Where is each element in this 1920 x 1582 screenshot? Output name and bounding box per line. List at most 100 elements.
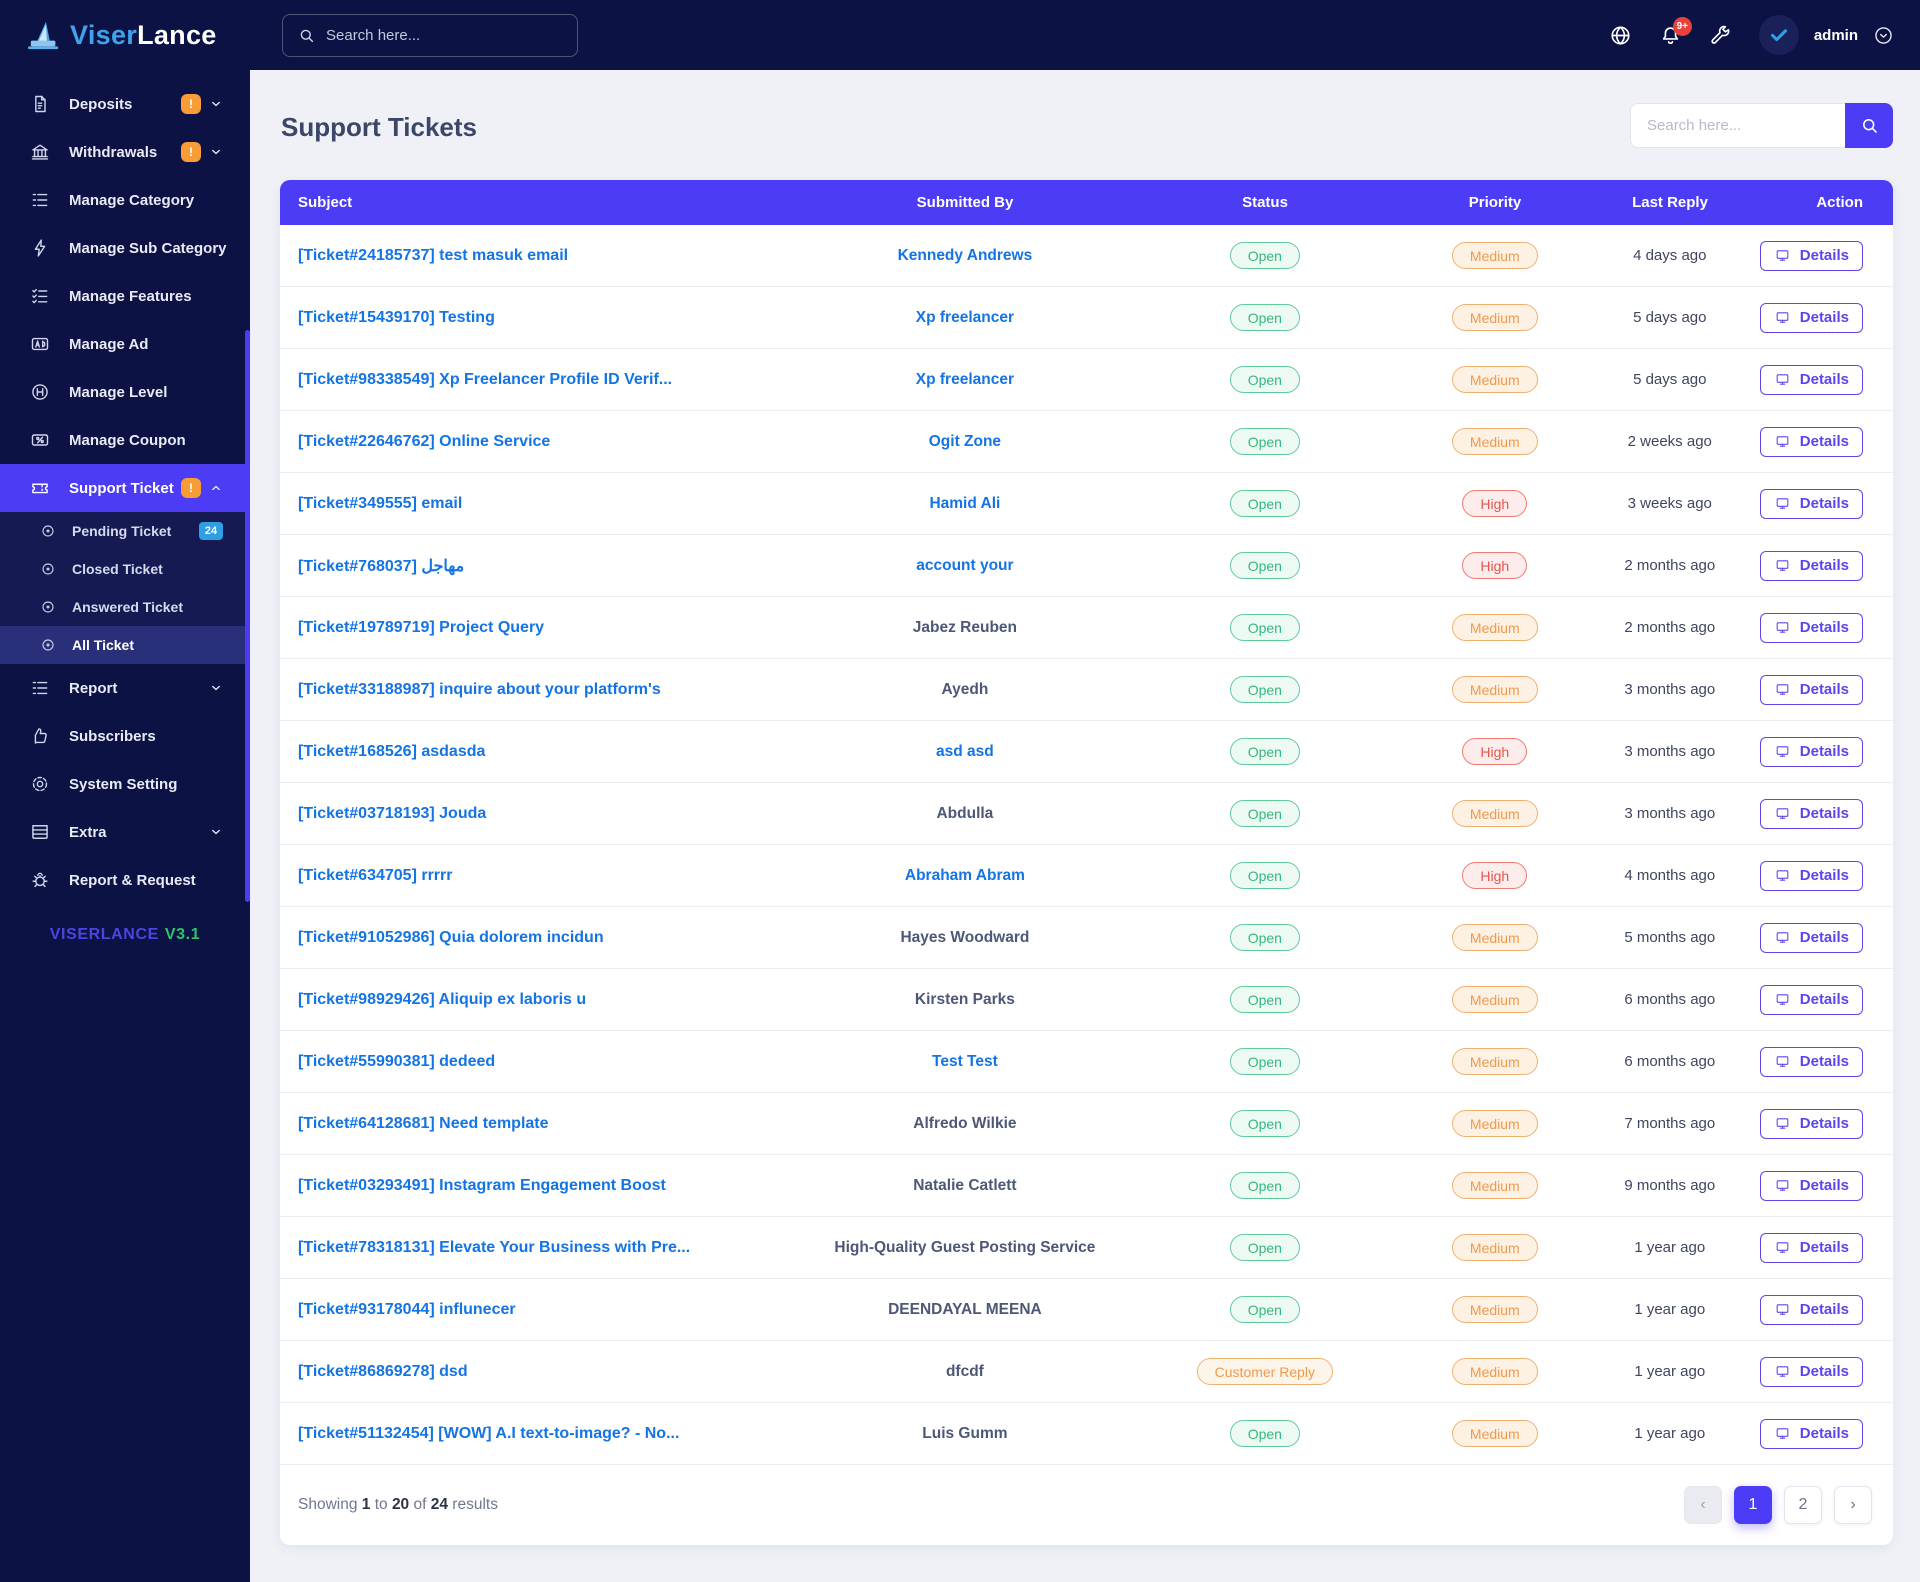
status-badge: Open bbox=[1229, 1048, 1300, 1075]
sidebar-item-withdrawals[interactable]: Withdrawals! bbox=[0, 128, 250, 176]
ticket-subject-link[interactable]: [Ticket#64128681] Need template bbox=[298, 1114, 549, 1132]
details-button[interactable]: Details bbox=[1759, 922, 1863, 953]
pagination: ‹ 1 2 › bbox=[1684, 1485, 1872, 1524]
sidebar-subitem-label: Answered Ticket bbox=[72, 599, 184, 615]
details-button[interactable]: Details bbox=[1759, 1170, 1863, 1201]
topbar-search-input[interactable] bbox=[326, 27, 526, 44]
sidebar-item-system-setting[interactable]: System Setting bbox=[0, 760, 250, 808]
pagination-button-page-1[interactable]: 1 bbox=[1734, 1485, 1772, 1524]
table-search-input[interactable] bbox=[1630, 103, 1845, 148]
pagination-button-next[interactable]: › bbox=[1834, 1485, 1872, 1524]
sidebar-item-deposits[interactable]: Deposits! bbox=[0, 80, 250, 128]
topbar-search[interactable] bbox=[282, 14, 578, 57]
details-button[interactable]: Details bbox=[1759, 488, 1863, 519]
notifications-button[interactable]: 9+ bbox=[1659, 16, 1692, 47]
priority-badge: Medium bbox=[1451, 986, 1538, 1013]
details-button[interactable]: Details bbox=[1759, 1356, 1863, 1387]
sidebar-item-support-ticket[interactable]: Support Ticket! bbox=[0, 464, 250, 512]
globe-icon[interactable] bbox=[1609, 24, 1632, 47]
ticket-subject-link[interactable]: [Ticket#55990381] dedeed bbox=[298, 1052, 496, 1070]
sidebar-subitem-answered-ticket[interactable]: Answered Ticket bbox=[0, 588, 250, 626]
sidebar-scrollbar-thumb[interactable] bbox=[245, 330, 250, 902]
topbar-actions: 9+ admin bbox=[1609, 0, 1894, 70]
submitted-by[interactable]: Hamid Ali bbox=[929, 494, 1001, 512]
brand-logo[interactable]: ViserLance bbox=[0, 0, 250, 70]
pagination-button-page-2[interactable]: 2 bbox=[1784, 1485, 1822, 1524]
details-button[interactable]: Details bbox=[1759, 1046, 1863, 1077]
ticket-subject-link[interactable]: [Ticket#86869278] dsd bbox=[298, 1362, 468, 1380]
submitted-by[interactable]: Test Test bbox=[932, 1052, 998, 1070]
sidebar-subitem-all-ticket[interactable]: All Ticket bbox=[0, 626, 250, 664]
table-search-button[interactable] bbox=[1845, 103, 1893, 148]
version-name: VISERLANCE bbox=[49, 926, 159, 943]
ticket-subject-link[interactable]: [Ticket#634705] rrrrr bbox=[298, 866, 453, 884]
ticket-subject-link[interactable]: [Ticket#98338549] Xp Freelancer Profile … bbox=[298, 370, 673, 388]
user-avatar[interactable] bbox=[1758, 15, 1799, 55]
sidebar-item-manage-ad[interactable]: Manage Ad bbox=[0, 320, 250, 368]
priority-badge: Medium bbox=[1451, 1110, 1538, 1137]
ticket-subject-link[interactable]: [Ticket#15439170] Testing bbox=[298, 308, 495, 326]
details-button[interactable]: Details bbox=[1759, 426, 1863, 457]
ticket-subject-link[interactable]: [Ticket#93178044] influnecer bbox=[298, 1300, 516, 1318]
submitted-by[interactable]: Ogit Zone bbox=[928, 432, 1002, 450]
sidebar-item-manage-coupon[interactable]: Manage Coupon bbox=[0, 416, 250, 464]
submitted-by[interactable]: Kennedy Andrews bbox=[897, 246, 1033, 264]
ticket-subject-link[interactable]: [Ticket#168526] asdasda bbox=[298, 742, 486, 760]
submitted-by[interactable]: Xp freelancer bbox=[915, 308, 1014, 326]
ticket-subject-link[interactable]: [Ticket#03718193] Jouda bbox=[298, 804, 487, 822]
sidebar-item-manage-sub-category[interactable]: Manage Sub Category bbox=[0, 224, 250, 272]
ticket-subject-link[interactable]: [Ticket#33188987] inquire about your pla… bbox=[298, 680, 661, 698]
details-button[interactable]: Details bbox=[1759, 364, 1863, 395]
priority-badge: Medium bbox=[1451, 304, 1538, 331]
priority-badge: High bbox=[1462, 552, 1528, 579]
submitted-by[interactable]: asd asd bbox=[936, 742, 994, 760]
ticket-subject-link[interactable]: [Ticket#03293491] Instagram Engagement B… bbox=[298, 1176, 666, 1194]
withdrawals-icon bbox=[30, 142, 50, 162]
details-button[interactable]: Details bbox=[1759, 1418, 1863, 1449]
sidebar-item-manage-features[interactable]: Manage Features bbox=[0, 272, 250, 320]
details-button[interactable]: Details bbox=[1759, 612, 1863, 643]
details-button[interactable]: Details bbox=[1759, 798, 1863, 829]
search-icon bbox=[1860, 116, 1879, 135]
details-button[interactable]: Details bbox=[1759, 1232, 1863, 1263]
submitted-by[interactable]: Abraham Abram bbox=[904, 866, 1025, 884]
wrench-icon[interactable] bbox=[1709, 24, 1732, 47]
ticket-subject-link[interactable]: [Ticket#91052986] Quia dolorem incidun bbox=[298, 928, 604, 946]
sidebar-subitem-pending-ticket[interactable]: Pending Ticket 24 bbox=[0, 512, 250, 550]
user-menu-chevron-icon[interactable] bbox=[1873, 25, 1894, 46]
details-button[interactable]: Details bbox=[1759, 1108, 1863, 1139]
ticket-subject-link[interactable]: [Ticket#78318131] Elevate Your Business … bbox=[298, 1238, 691, 1256]
pagination-button-prev[interactable]: ‹ bbox=[1684, 1485, 1722, 1524]
details-button[interactable]: Details bbox=[1759, 674, 1863, 705]
ticket-subject-link[interactable]: [Ticket#19789719] Project Query bbox=[298, 618, 545, 636]
details-button[interactable]: Details bbox=[1759, 1294, 1863, 1325]
last-reply: 6 months ago bbox=[1624, 991, 1716, 1008]
ticket-subject-link[interactable]: [Ticket#24185737] test masuk email bbox=[298, 246, 569, 264]
table-row: [Ticket#51132454] [WOW] A.I text-to-imag… bbox=[280, 1403, 1893, 1465]
table-row: [Ticket#634705] rrrrr Abraham Abram Open Hi… bbox=[280, 845, 1893, 907]
ticket-subject-link[interactable]: [Ticket#51132454] [WOW] A.I text-to-imag… bbox=[298, 1424, 680, 1442]
ticket-subject-link[interactable]: [Ticket#22646762] Online Service bbox=[298, 432, 551, 450]
sidebar-item-subscribers[interactable]: Subscribers bbox=[0, 712, 250, 760]
sidebar-item-report[interactable]: Report bbox=[0, 664, 250, 712]
sidebar-item-manage-category[interactable]: Manage Category bbox=[0, 176, 250, 224]
sidebar-item-manage-level[interactable]: Manage Level bbox=[0, 368, 250, 416]
details-button[interactable]: Details bbox=[1759, 984, 1863, 1015]
ticket-subject-link[interactable]: [Ticket#98929426] Aliquip ex laboris u bbox=[298, 990, 587, 1008]
ticket-subject-link[interactable]: [Ticket#349555] email bbox=[298, 494, 463, 512]
sidebar-badge: ! bbox=[181, 478, 201, 498]
submitted-by[interactable]: Xp freelancer bbox=[915, 370, 1014, 388]
pending-count-badge: 24 bbox=[199, 522, 223, 540]
details-button[interactable]: Details bbox=[1759, 550, 1863, 581]
submitted-by[interactable]: account your bbox=[916, 556, 1014, 574]
sidebar-item-report-request[interactable]: Report & Request bbox=[0, 856, 250, 904]
monitor-icon bbox=[1774, 992, 1791, 1007]
status-badge: Open bbox=[1229, 862, 1300, 889]
ticket-subject-link[interactable]: [Ticket#768037] مهاجل bbox=[298, 557, 465, 575]
details-button[interactable]: Details bbox=[1759, 860, 1863, 891]
details-button[interactable]: Details bbox=[1759, 240, 1863, 271]
details-button[interactable]: Details bbox=[1759, 736, 1863, 767]
details-button[interactable]: Details bbox=[1759, 302, 1863, 333]
sidebar-item-extra[interactable]: Extra bbox=[0, 808, 250, 856]
sidebar-subitem-closed-ticket[interactable]: Closed Ticket bbox=[0, 550, 250, 588]
